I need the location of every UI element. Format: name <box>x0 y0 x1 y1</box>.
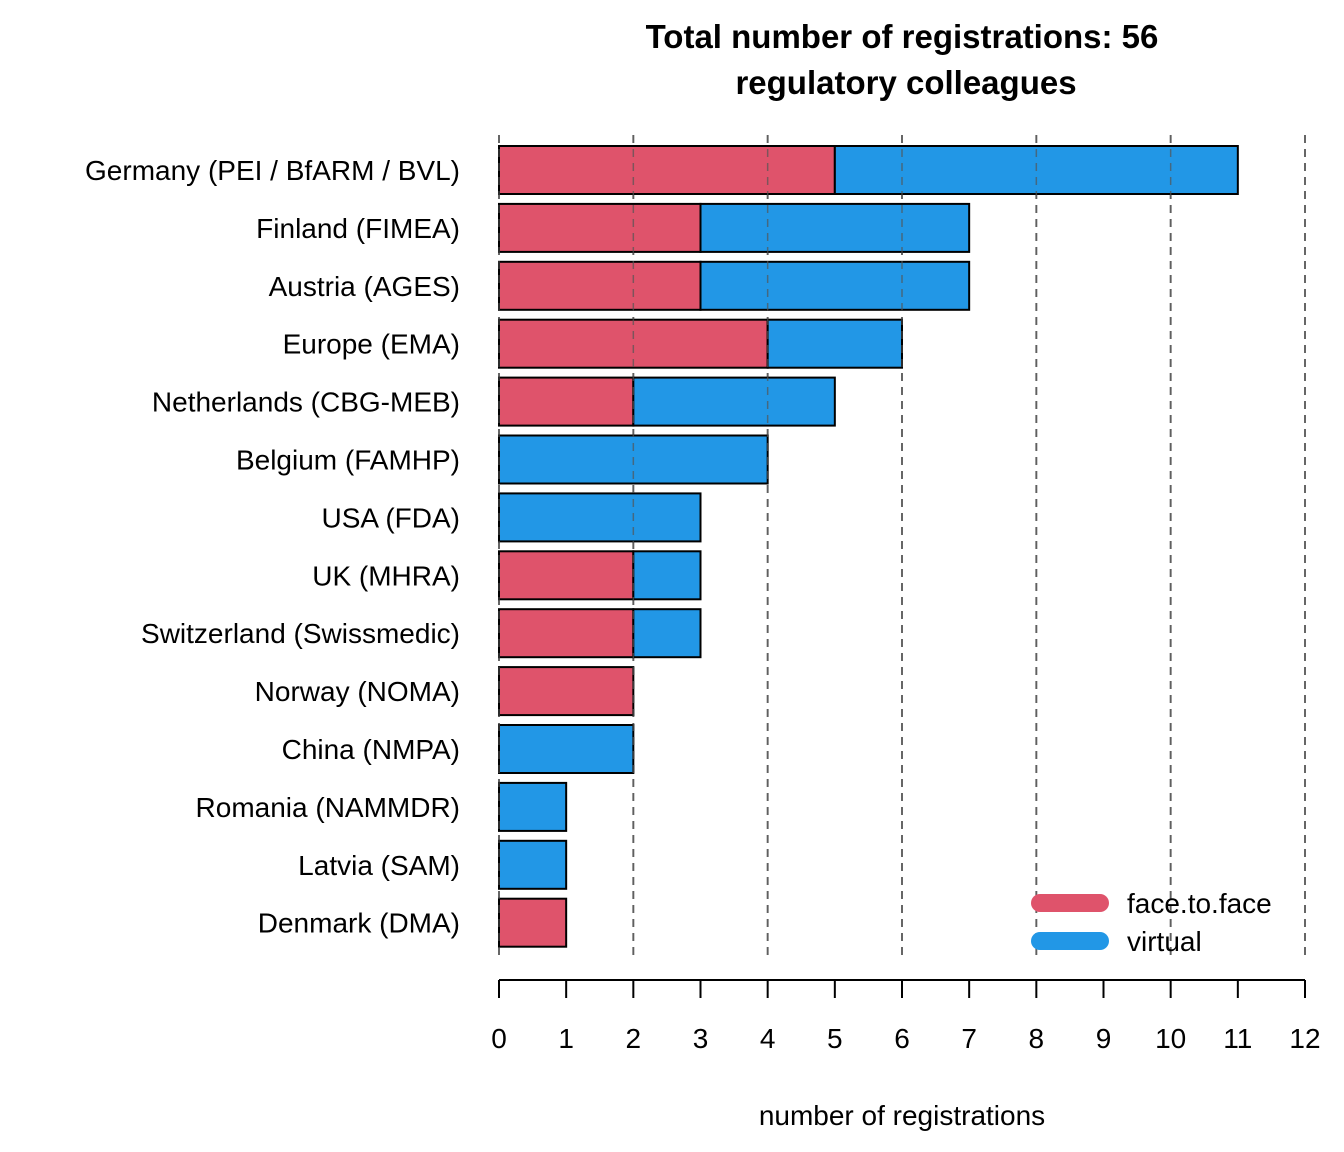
x-axis-title: number of registrations <box>759 1100 1045 1131</box>
category-label-5: Belgium (FAMHP) <box>236 445 460 476</box>
x-tick-label-1: 1 <box>558 1023 574 1054</box>
legend-label-virtual: virtual <box>1127 926 1202 957</box>
chart-title-line-1: Total number of registrations: 56 <box>646 18 1159 55</box>
bar-virtual-4 <box>632 376 836 427</box>
x-tick-label-0: 0 <box>491 1023 507 1054</box>
category-label-12: Latvia (SAM) <box>298 850 460 881</box>
bar-virtual-7 <box>632 550 702 601</box>
category-label-11: Romania (NAMMDR) <box>196 792 460 823</box>
bar-virtual-11 <box>498 781 568 832</box>
category-label-3: Europe (EMA) <box>283 329 460 360</box>
bar-virtual-2 <box>699 260 971 311</box>
bar-face-to-face-0 <box>498 145 836 195</box>
x-tick-label-2: 2 <box>626 1023 642 1054</box>
x-tick-label-7: 7 <box>961 1023 977 1054</box>
bar-face-to-face-2 <box>498 260 702 311</box>
x-tick-label-8: 8 <box>1029 1023 1045 1054</box>
legend: face.to.face virtual <box>1031 888 1272 957</box>
legend-label-face-to-face: face.to.face <box>1127 888 1272 919</box>
bar-virtual-10 <box>498 724 635 774</box>
category-label-0: Germany (PEI / BfARM / BVL) <box>85 155 460 186</box>
category-label-6: USA (FDA) <box>322 502 460 533</box>
x-tick-label-6: 6 <box>894 1023 910 1054</box>
x-tick-label-4: 4 <box>760 1023 776 1054</box>
bar-virtual-1 <box>699 202 971 253</box>
bar-face-to-face-13 <box>498 897 568 948</box>
x-axis: 0 1 2 3 4 5 6 7 8 9 10 11 12 <box>491 979 1321 1054</box>
category-label-13: Denmark (DMA) <box>258 908 460 939</box>
x-tick-label-12: 12 <box>1289 1023 1320 1054</box>
chart-title: Total number of registrations: 56 regula… <box>646 18 1159 101</box>
category-label-1: Finland (FIMEA) <box>256 213 460 244</box>
x-tick-label-9: 9 <box>1096 1023 1112 1054</box>
bars <box>498 145 1239 948</box>
bar-face-to-face-9 <box>498 666 635 717</box>
bar-virtual-6 <box>498 492 702 543</box>
x-tick-label-3: 3 <box>693 1023 709 1054</box>
chart-title-line-2: regulatory colleagues <box>735 64 1076 101</box>
x-tick-label-10: 10 <box>1155 1023 1186 1054</box>
bar-virtual-12 <box>498 839 568 890</box>
bar-face-to-face-4 <box>498 376 635 427</box>
category-label-4: Netherlands (CBG-MEB) <box>152 387 460 418</box>
category-label-10: China (NMPA) <box>282 734 460 765</box>
bar-face-to-face-7 <box>498 550 635 601</box>
x-tick-label-5: 5 <box>827 1023 843 1054</box>
category-label-8: Switzerland (Swissmedic) <box>141 618 460 649</box>
bar-virtual-3 <box>766 318 904 369</box>
category-label-2: Austria (AGES) <box>269 271 460 302</box>
bar-face-to-face-8 <box>498 608 635 659</box>
category-labels: Germany (PEI / BfARM / BVL) Finland (FIME… <box>85 155 460 939</box>
gridlines-overlay <box>498 135 1306 955</box>
bar-virtual-8 <box>632 608 702 659</box>
category-label-9: Norway (NOMA) <box>255 676 460 707</box>
category-label-7: UK (MHRA) <box>312 560 460 591</box>
x-tick-label-11: 11 <box>1223 1023 1252 1054</box>
bar-face-to-face-1 <box>498 202 702 253</box>
